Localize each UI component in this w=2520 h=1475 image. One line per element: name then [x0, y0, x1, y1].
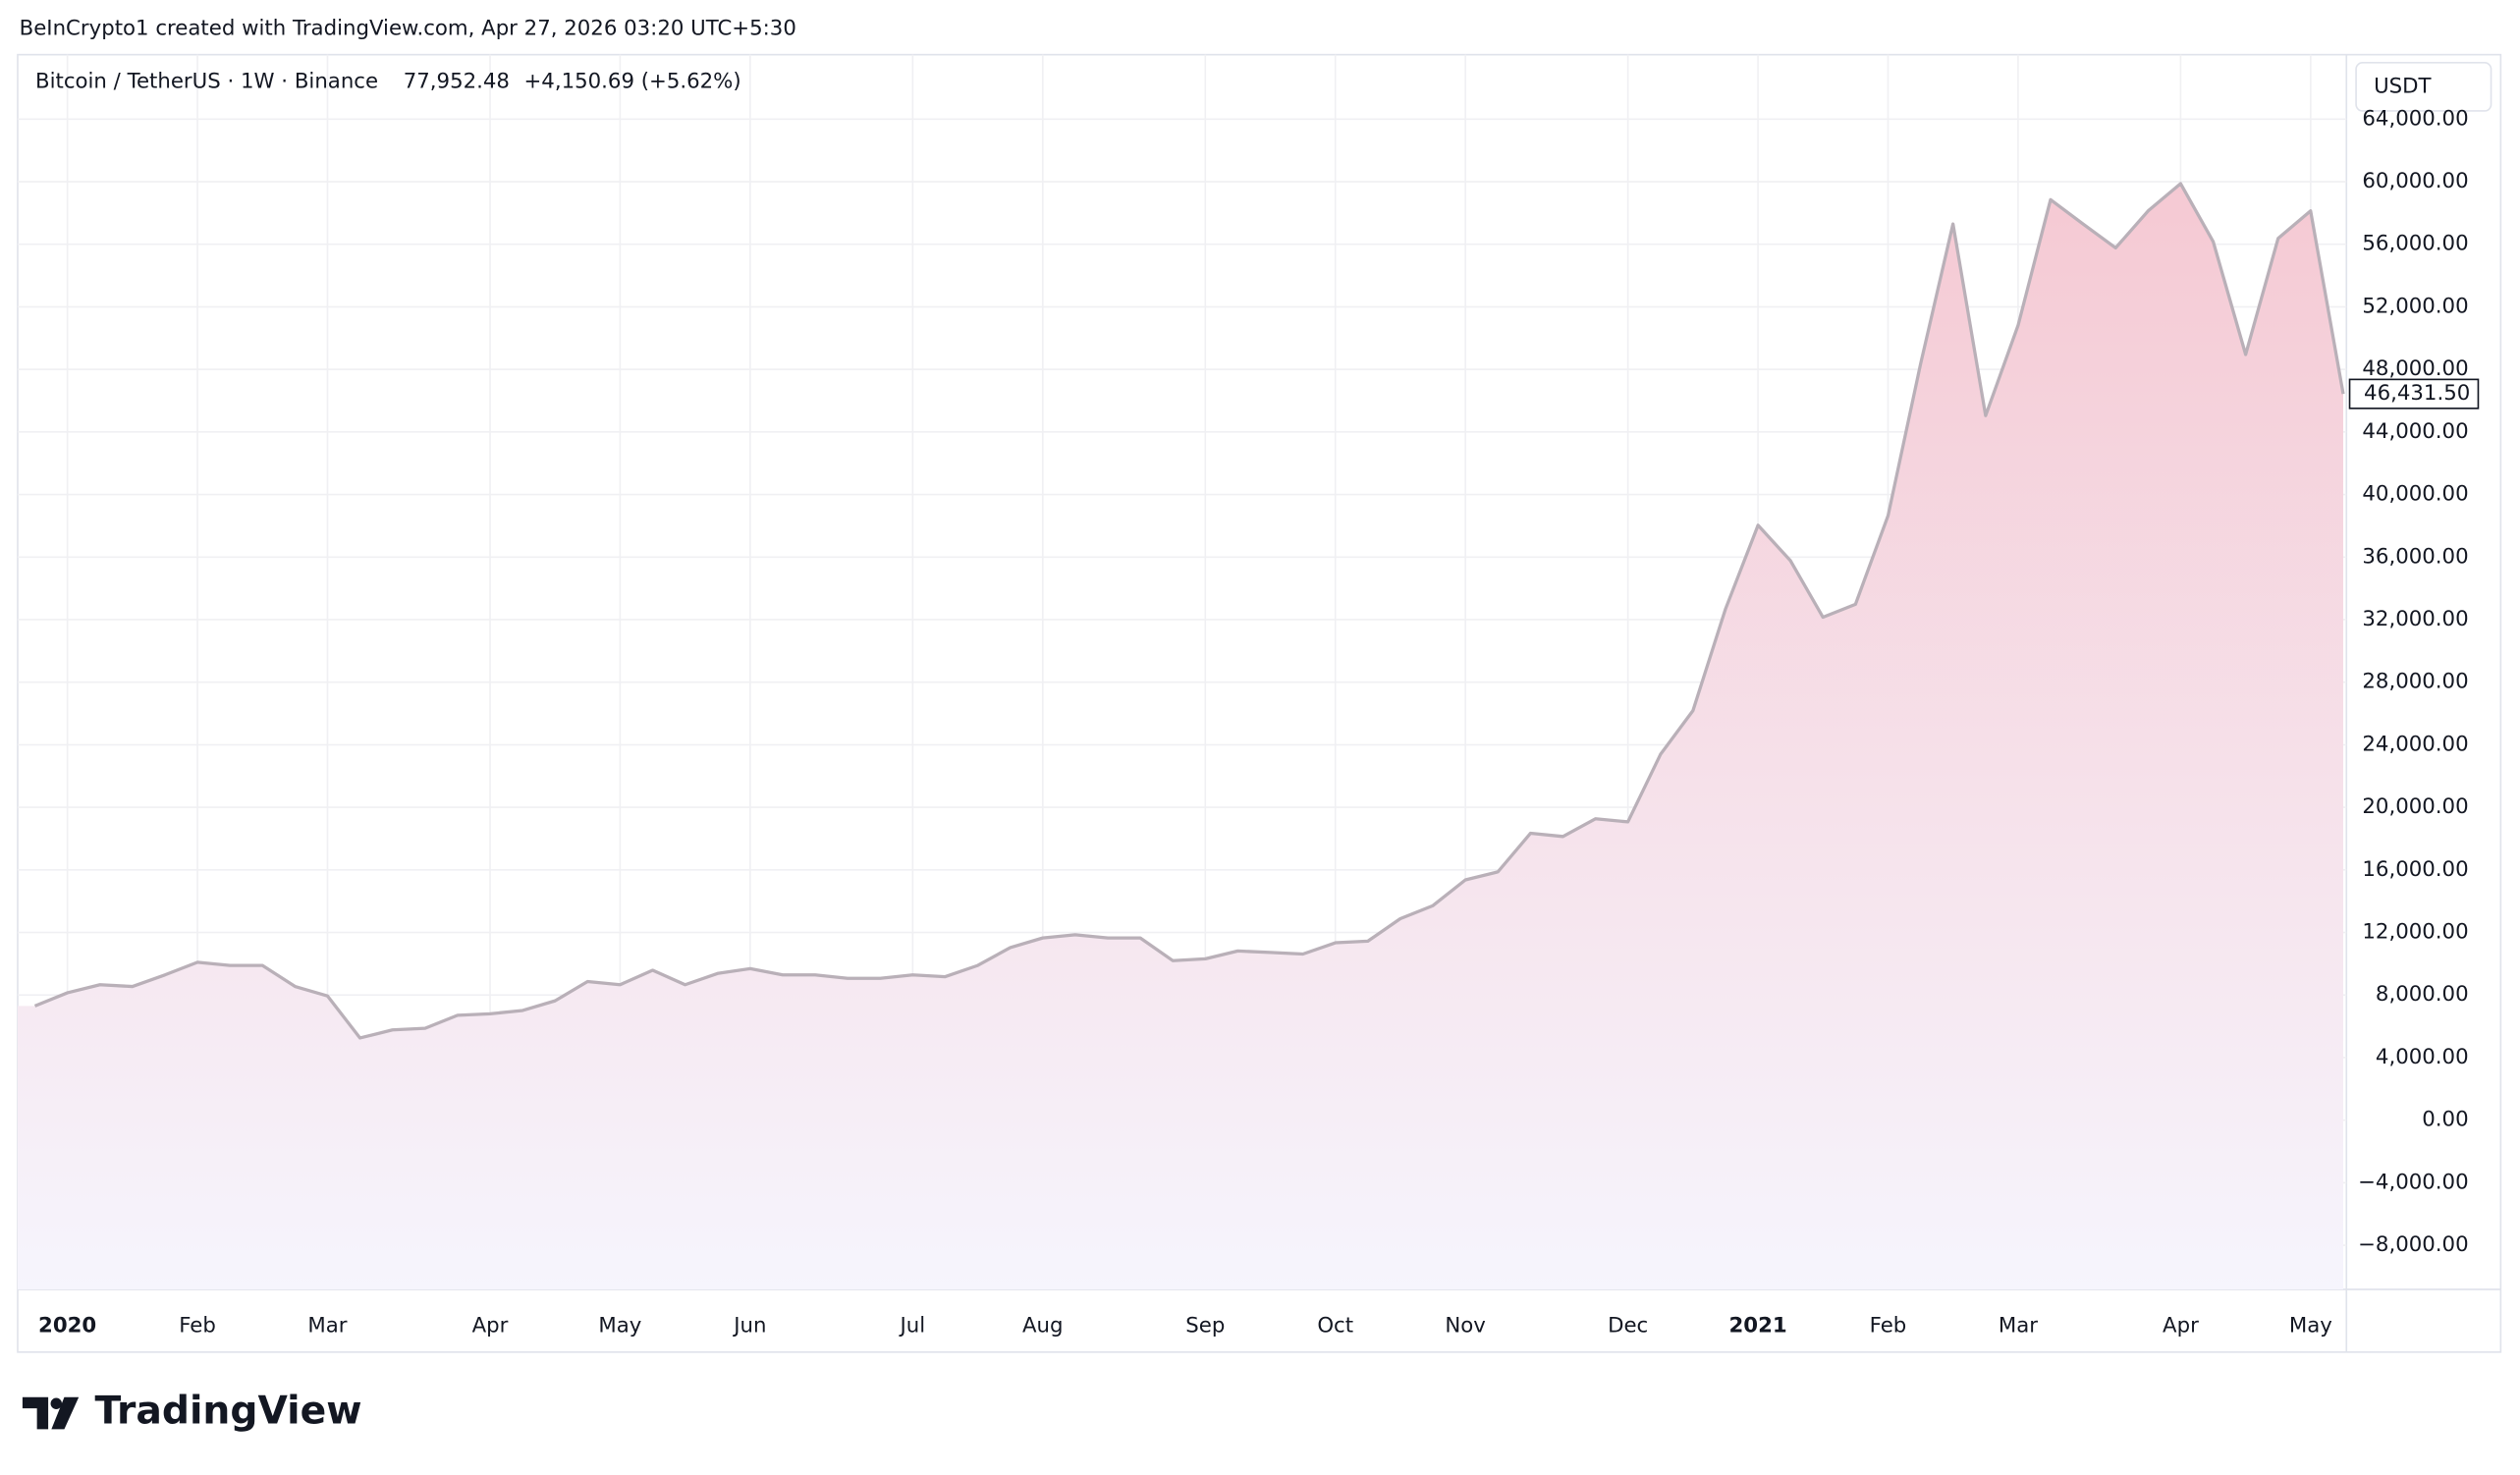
x-tick-label: Jun [732, 1314, 766, 1338]
y-tick-label: 8,000.00 [2376, 982, 2469, 1007]
y-tick-label: 24,000.00 [2362, 732, 2468, 756]
currency[interactable]: USDT [2374, 74, 2432, 98]
y-tick-label: −8,000.00 [2358, 1232, 2469, 1257]
y-tick-label: −4,000.00 [2358, 1170, 2469, 1194]
y-tick-label: 16,000.00 [2362, 857, 2468, 882]
x-tick-label: Mar [1999, 1314, 2038, 1338]
line [33, 182, 2345, 1040]
x-tick-label: Dec [1608, 1314, 1648, 1338]
y-tick-label: 32,000.00 [2362, 607, 2468, 631]
y-tick-label: 52,000.00 [2362, 294, 2468, 318]
area [18, 183, 2343, 1290]
x-tick-label: Oct [1317, 1314, 1353, 1338]
y-tick-label: 48,000.00 [2362, 356, 2468, 381]
last-price-label: 46,431.50 [2364, 381, 2470, 406]
y-tick-label: 0.00 [2422, 1108, 2468, 1132]
x-tick-label: Sep [1185, 1314, 1225, 1338]
y-tick-label: 56,000.00 [2362, 232, 2468, 256]
y-tick-label: 40,000.00 [2362, 482, 2468, 507]
symbol: Bitcoin / TetherUS · 1W · Binance [35, 69, 378, 93]
y-tick-label: 4,000.00 [2376, 1045, 2469, 1069]
y-tick-label: 20,000.00 [2362, 794, 2468, 819]
attribution: BeInCrypto1 created with TradingView.com… [20, 16, 796, 40]
x-tick-label: 2020 [38, 1314, 96, 1338]
x-tick-label: Mar [307, 1314, 347, 1338]
plot [18, 54, 2347, 1290]
x-tick-label: Aug [1022, 1314, 1064, 1338]
x-tick-label: May [2289, 1314, 2332, 1338]
x-tick-label: Feb [179, 1314, 216, 1338]
x-tick-label: Jul [899, 1314, 926, 1338]
y-tick-label: 60,000.00 [2362, 169, 2468, 193]
chart-frame [17, 53, 2502, 1353]
y-tick-label: 28,000.00 [2362, 670, 2468, 694]
last-price-box [2348, 378, 2480, 410]
x-tick-label: Apr [472, 1314, 509, 1338]
logo-text: TradingView [95, 1390, 362, 1434]
x-tick-label: May [598, 1314, 641, 1338]
x-tick-label: 2021 [1728, 1314, 1786, 1338]
change: +4,150.69 (+5.62%) [523, 69, 740, 93]
x-tick-label: Nov [1445, 1314, 1486, 1338]
x-tick-label: Apr [2163, 1314, 2199, 1338]
y-tick-label: 12,000.00 [2362, 920, 2468, 945]
currency-button[interactable] [2355, 62, 2493, 112]
y-tick-label: 64,000.00 [2362, 106, 2468, 131]
price: 77,952.48 [404, 69, 510, 93]
logo-icon [22, 1396, 80, 1430]
y-tick-label: 44,000.00 [2362, 419, 2468, 444]
y-tick-label: 36,000.00 [2362, 544, 2468, 569]
x-tick-label: Feb [1870, 1314, 1907, 1338]
